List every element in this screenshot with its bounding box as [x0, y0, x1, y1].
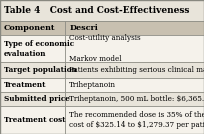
- Bar: [65, 62, 204, 78]
- Text: Component: Component: [4, 24, 55, 32]
- Text: Patients exhibiting serious clinical manifestatio: Patients exhibiting serious clinical man…: [69, 66, 204, 74]
- Text: Triheptanoin, 500 mL bottle: $6,365.00: Triheptanoin, 500 mL bottle: $6,365.00: [69, 95, 204, 103]
- Text: Cost-utility analysis

Markov model: Cost-utility analysis Markov model: [69, 34, 141, 63]
- Text: Submitted price: Submitted price: [4, 95, 70, 103]
- Bar: [65, 78, 204, 92]
- Bar: [0, 21, 65, 35]
- Bar: [65, 21, 204, 35]
- Bar: [65, 35, 204, 62]
- Text: Table 4   Cost and Cost-Effectiveness: Table 4 Cost and Cost-Effectiveness: [4, 6, 190, 15]
- Text: The recommended dose is 35% of the patients d
cost of $325.14 to $1,279.37 per p: The recommended dose is 35% of the patie…: [69, 111, 204, 129]
- Bar: [0, 0, 204, 21]
- Bar: [65, 92, 204, 106]
- Text: Treatment: Treatment: [4, 81, 47, 89]
- Text: Treatment cost: Treatment cost: [4, 116, 65, 124]
- Text: Type of economic
evaluation: Type of economic evaluation: [4, 40, 74, 57]
- Text: Target population: Target population: [4, 66, 77, 74]
- Bar: [0, 106, 65, 134]
- Text: Descri: Descri: [69, 24, 98, 32]
- Bar: [0, 62, 65, 78]
- Bar: [65, 106, 204, 134]
- Bar: [0, 92, 65, 106]
- Text: Triheptanoin: Triheptanoin: [69, 81, 116, 89]
- Bar: [0, 78, 65, 92]
- Bar: [0, 35, 65, 62]
